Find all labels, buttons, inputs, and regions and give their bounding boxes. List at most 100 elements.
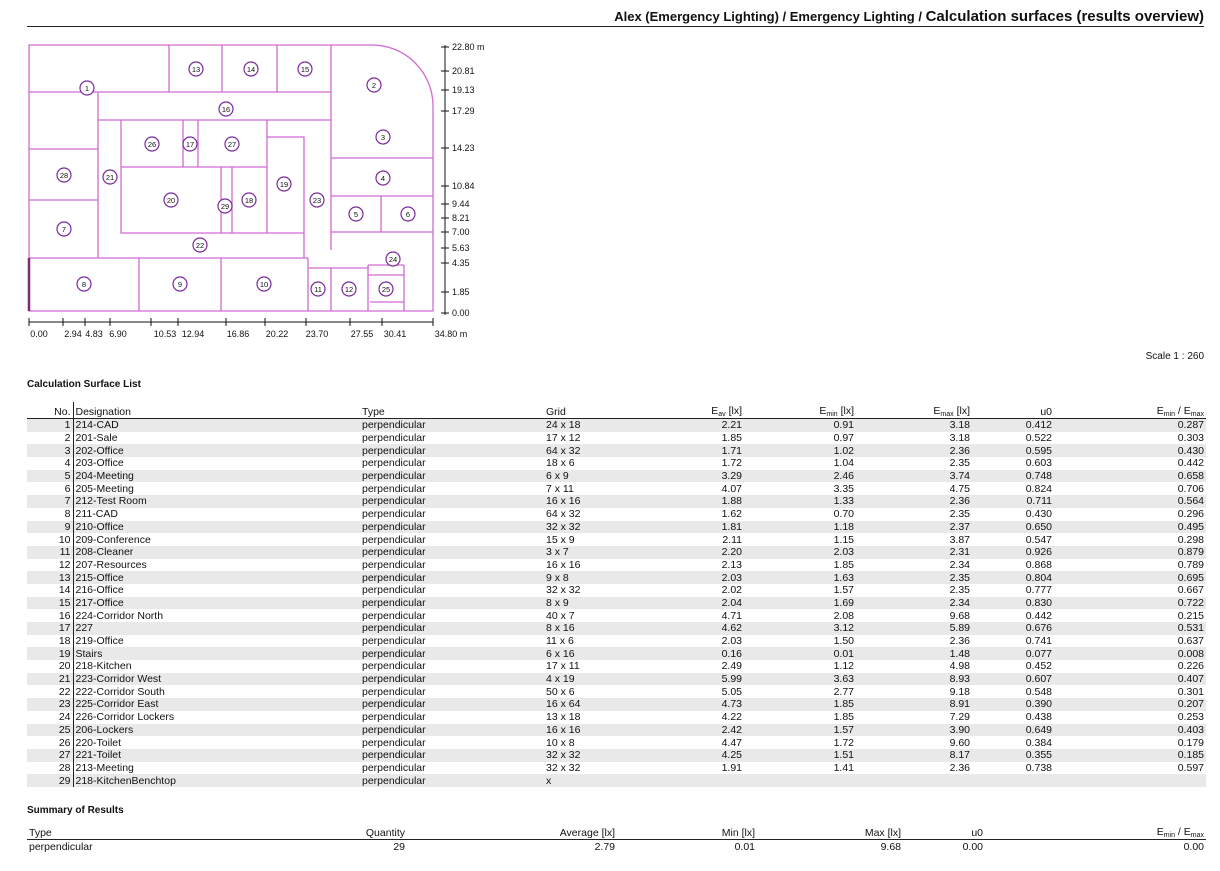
row-no: 4: [27, 457, 74, 470]
row-designation: 221-Toilet: [73, 748, 360, 762]
row-grid: 16 x 16: [544, 723, 686, 737]
room-number: 25: [382, 285, 390, 294]
room-marker-circle: [163, 192, 179, 208]
y-tick-label: 1.85: [452, 287, 470, 297]
header-rule: [27, 26, 1204, 27]
row-type: perpendicular: [362, 533, 426, 546]
row-type: perpendicular: [360, 647, 544, 661]
room-marker: 16: [218, 101, 234, 117]
row-emax: 2.35: [949, 508, 970, 521]
row-type: perpendicular: [362, 685, 426, 698]
row-emax: 8.17: [856, 748, 972, 762]
row-designation: 205-Meeting: [75, 482, 134, 495]
row-u0: 0.607: [972, 672, 1054, 686]
row-designation: 226-Corridor Lockers: [75, 711, 175, 724]
row-type: perpendicular: [360, 622, 544, 635]
row-u0: 0.804: [972, 571, 1054, 584]
row-emin: 1.12: [833, 660, 854, 673]
row-ratio: 0.403: [1054, 723, 1206, 737]
row-emin: 1.50: [833, 635, 854, 648]
row-emax: 4.75: [949, 482, 970, 495]
room-marker-circle: [256, 276, 272, 292]
row-ratio: 0.564: [1054, 495, 1206, 508]
room-marker: 18: [241, 192, 257, 208]
row-eav: 4.07: [721, 482, 742, 495]
row-u0: 0.522: [1025, 432, 1052, 445]
row-type: perpendicular: [362, 711, 426, 724]
row-emin: 1.18: [744, 520, 856, 534]
row-emin: 0.70: [833, 508, 854, 521]
row-u0: 0.777: [1025, 584, 1052, 597]
row-emax: 5.89: [856, 622, 972, 635]
row-emin: 3.35: [833, 482, 854, 495]
row-emin: 1.41: [833, 761, 854, 774]
room-marker-circle: [56, 167, 72, 183]
row-u0: 0.438: [1025, 711, 1052, 724]
summary-quantity: 29: [393, 840, 405, 853]
row-grid: 6 x 16: [544, 647, 686, 661]
row-grid: 8 x 9: [544, 596, 686, 610]
row-type: perpendicular: [362, 457, 426, 470]
row-ratio: [1054, 774, 1206, 787]
row-grid: 3 x 7: [544, 545, 686, 559]
table-row: 8 211-CAD perpendicular 64 x 32 1.62 0.70 2.35…: [27, 507, 1206, 521]
row-ratio: 0.301: [1177, 685, 1204, 698]
row-emax: 2.36: [949, 635, 970, 648]
x-axis: 0.00 2.94 4.83 6.90 10.53 12.94 16.86 20.22 23.7…: [28, 318, 467, 339]
row-designation: 219-Office: [75, 635, 124, 648]
room-marker-circle: [310, 281, 326, 297]
row-type: perpendicular: [360, 723, 544, 737]
table-row: 24 226-Corridor Lockers perpendicular 13 x …: [27, 710, 1206, 724]
row-emax: 2.36: [949, 761, 970, 774]
col-ratio: Emin / Emax: [1054, 402, 1206, 419]
col-eav: Eav [lx]: [686, 402, 744, 419]
y-tick-label: 7.00: [452, 227, 470, 237]
row-emin: 1.57: [744, 723, 856, 737]
row-emin: 1.15: [833, 533, 854, 546]
row-grid: 8 x 16: [544, 622, 686, 635]
row-no: 3: [27, 444, 74, 458]
room-number: 18: [245, 196, 253, 205]
row-ratio: 0.789: [1177, 558, 1204, 571]
row-grid: 24 x 18: [544, 418, 686, 432]
row-designation: 208-Cleaner: [73, 545, 360, 559]
y-tick-label: 14.23: [452, 143, 475, 153]
row-ratio: 0.008: [1054, 647, 1206, 661]
table-row: 23 225-Corridor East perpendicular 16 x 64 4…: [27, 698, 1206, 711]
summary-col-min: Min [lx]: [617, 826, 757, 840]
room-marker-circle: [341, 281, 357, 297]
x-tick-label: 10.53: [154, 329, 177, 339]
row-ratio: 0.287: [1054, 418, 1206, 432]
row-emin: 2.08: [833, 609, 854, 622]
row-eav: 4.25: [686, 748, 744, 762]
row-designation: 201-Sale: [75, 432, 118, 445]
row-ratio: 0.253: [1177, 711, 1204, 724]
row-emax: 3.74: [856, 469, 972, 483]
row-type: perpendicular: [362, 584, 426, 597]
row-designation: 211-CAD: [75, 508, 118, 521]
row-grid: 32 x 32: [544, 520, 686, 534]
row-grid: 7 x 11: [546, 482, 574, 495]
row-type: perpendicular: [360, 596, 544, 610]
row-ratio: 0.407: [1054, 672, 1206, 686]
wall-bottom-rooms: [138, 258, 405, 311]
room-marker-circle: [182, 136, 198, 152]
row-eav: 2.11: [722, 533, 742, 546]
summary-col-max: Max [lx]: [757, 826, 903, 840]
row-no: 23: [27, 698, 74, 711]
room-number: 28: [60, 171, 68, 180]
summary-min: 0.01: [734, 840, 755, 853]
table-row: 3 202-Office perpendicular 64 x 32 1.71 1.02 2…: [27, 444, 1206, 458]
room-number: 23: [313, 196, 321, 205]
row-no: 26: [27, 736, 74, 749]
row-grid: 9 x 8: [544, 571, 686, 584]
row-emax: 2.36: [856, 495, 972, 508]
room-number: 21: [106, 173, 114, 182]
row-eav: 2.04: [686, 596, 744, 610]
room-marker-circle: [218, 101, 234, 117]
row-ratio: 0.722: [1054, 596, 1206, 610]
row-emax: 1.48: [856, 647, 972, 661]
row-eav: 4.62: [686, 622, 744, 635]
y-tick-label: 19.13: [452, 85, 475, 95]
row-u0: 0.442: [1025, 609, 1052, 622]
